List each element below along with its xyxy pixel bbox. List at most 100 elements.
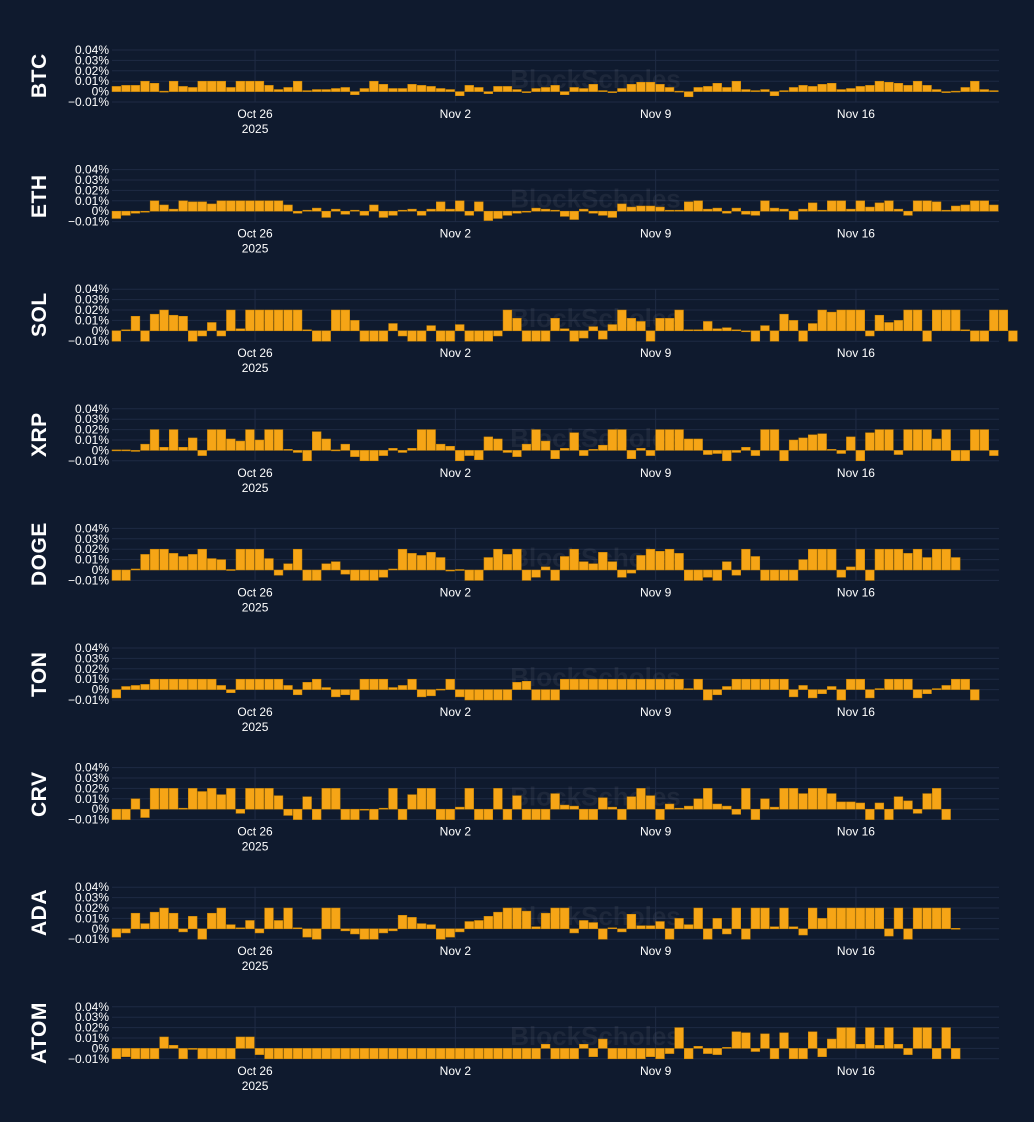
y-tick-label: 0.04% bbox=[75, 282, 109, 296]
bar bbox=[779, 208, 789, 212]
bar bbox=[827, 83, 837, 92]
bar bbox=[941, 1027, 951, 1049]
bar bbox=[436, 688, 446, 691]
bar bbox=[331, 309, 341, 332]
bar bbox=[359, 88, 370, 92]
bar bbox=[645, 81, 656, 92]
bar bbox=[111, 1048, 122, 1060]
bar bbox=[579, 88, 589, 92]
bar bbox=[464, 450, 474, 456]
bar bbox=[159, 204, 169, 212]
bar bbox=[245, 1036, 255, 1049]
bar bbox=[350, 808, 360, 820]
bar bbox=[617, 88, 627, 92]
bar bbox=[874, 429, 885, 451]
bar bbox=[588, 84, 598, 92]
bar bbox=[254, 439, 265, 451]
bar bbox=[159, 907, 169, 930]
bar bbox=[521, 330, 532, 342]
bar bbox=[464, 1048, 474, 1060]
bar bbox=[331, 208, 341, 212]
bar bbox=[531, 207, 541, 212]
y-tick-label: 0.03% bbox=[75, 891, 109, 905]
bar bbox=[331, 561, 341, 571]
bar bbox=[807, 323, 818, 332]
bar bbox=[474, 920, 484, 930]
bar bbox=[369, 80, 379, 92]
asset-label-atom: ATOM bbox=[28, 1001, 51, 1064]
bar bbox=[579, 208, 589, 212]
bar bbox=[769, 926, 780, 930]
y-tick-label: 0.02% bbox=[75, 542, 109, 556]
bar bbox=[579, 450, 589, 456]
bar bbox=[168, 208, 179, 212]
bar bbox=[989, 450, 999, 456]
bar bbox=[188, 678, 198, 690]
bar bbox=[149, 313, 160, 332]
bar bbox=[684, 201, 694, 212]
bar bbox=[817, 84, 827, 92]
bar bbox=[178, 1048, 188, 1060]
x-tick-label: Nov 16 bbox=[837, 944, 875, 958]
bar bbox=[455, 928, 465, 933]
bar bbox=[655, 429, 665, 451]
bar bbox=[874, 1045, 885, 1049]
y-tick-label: 0% bbox=[92, 324, 110, 338]
bar bbox=[712, 569, 722, 581]
bar bbox=[655, 84, 665, 92]
bar bbox=[741, 1032, 751, 1049]
bar bbox=[617, 1048, 627, 1060]
y-tick-label: 0.01% bbox=[75, 194, 109, 208]
bar bbox=[951, 450, 961, 462]
bar bbox=[426, 429, 436, 451]
bar bbox=[264, 309, 274, 332]
bar bbox=[970, 330, 980, 342]
bar bbox=[769, 806, 780, 810]
bar bbox=[550, 318, 560, 332]
x-tick-label: Nov 9 bbox=[640, 1064, 672, 1078]
bar bbox=[550, 209, 560, 212]
bar bbox=[655, 1048, 665, 1060]
bar bbox=[779, 90, 789, 92]
bar bbox=[321, 907, 331, 930]
bar bbox=[798, 793, 808, 810]
x-tick-label: Nov 9 bbox=[640, 705, 672, 719]
bar bbox=[540, 566, 551, 571]
bar bbox=[283, 87, 293, 92]
bar bbox=[302, 90, 312, 92]
x-tick-label: Nov 2 bbox=[440, 1064, 472, 1078]
bar bbox=[798, 330, 808, 342]
bar bbox=[674, 807, 684, 810]
bar bbox=[588, 563, 598, 571]
bar bbox=[979, 200, 989, 212]
bar bbox=[788, 439, 799, 451]
bar bbox=[455, 1048, 465, 1060]
bar bbox=[722, 561, 732, 571]
bar bbox=[273, 795, 284, 810]
bar bbox=[712, 207, 722, 212]
bar bbox=[645, 925, 656, 930]
bar bbox=[407, 553, 417, 571]
bar bbox=[378, 678, 389, 690]
bar bbox=[312, 431, 322, 451]
x-tick-year-label: 2025 bbox=[242, 1079, 269, 1093]
bar bbox=[436, 201, 446, 212]
bar bbox=[960, 678, 970, 690]
bar bbox=[569, 432, 579, 451]
bar bbox=[636, 555, 646, 571]
bar bbox=[931, 1048, 942, 1060]
bar bbox=[283, 1048, 293, 1060]
bar bbox=[168, 788, 179, 810]
bar bbox=[178, 807, 188, 810]
bar bbox=[445, 330, 455, 342]
bar bbox=[312, 207, 322, 212]
bar bbox=[121, 569, 131, 581]
bar bbox=[550, 689, 560, 701]
bar bbox=[655, 551, 665, 571]
panel-xrp: BlockScholes0.04%0.03%0.02%0.01%0%−0.01%… bbox=[68, 402, 999, 495]
bar bbox=[426, 325, 436, 332]
bar bbox=[931, 907, 942, 930]
y-tick-label: −0.01% bbox=[68, 334, 109, 348]
y-tick-label: 0.01% bbox=[75, 553, 109, 567]
